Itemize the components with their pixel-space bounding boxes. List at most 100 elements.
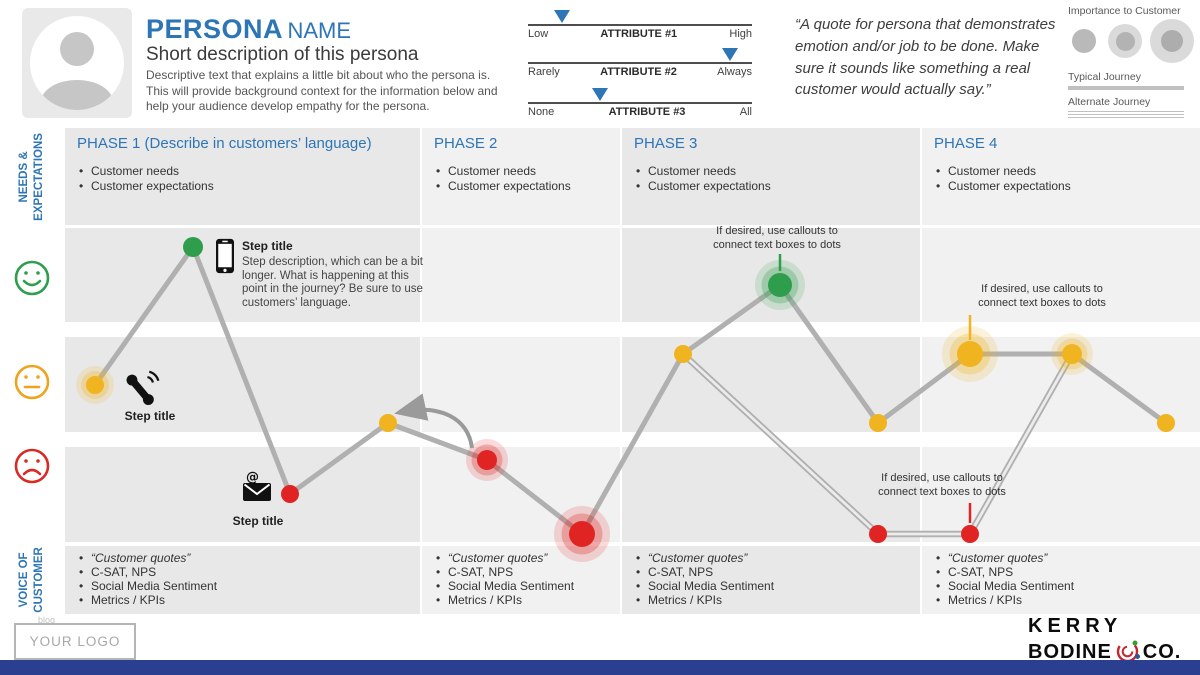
voice-bullet: • C-SAT, NPS <box>436 565 514 579</box>
step-title-mobile: Step title <box>242 239 293 253</box>
step-title-email: Step title <box>232 514 284 528</box>
legend: Importance to Customer Typical Journey A… <box>1068 5 1194 120</box>
needs-bullet: • Customer expectations <box>79 179 214 193</box>
needs-bullet: • Customer needs <box>936 164 1037 178</box>
voice-bullet: • C-SAT, NPS <box>79 565 157 579</box>
attribute-slider-1: Low ATTRIBUTE #1 High <box>528 8 752 48</box>
avatar-silhouette-icon <box>30 16 124 110</box>
phase-3-needs-cell: PHASE 3 • Customer needs • Customer expect… <box>622 128 920 225</box>
attribute-name: ATTRIBUTE #1 <box>600 28 678 40</box>
attribute-name: ATTRIBUTE #2 <box>600 66 677 78</box>
phase-3-title: PHASE 3 <box>634 135 698 152</box>
voice-bullet: • “Customer quotes” <box>636 551 748 565</box>
needs-bullet: • Customer expectations <box>936 179 1071 193</box>
slider-marker-icon[interactable] <box>553 10 570 23</box>
attribute-sliders: Low ATTRIBUTE #1 High Rarely ATTRIBUTE #… <box>528 0 752 126</box>
neutral-face-icon <box>14 364 50 400</box>
slider-marker-icon[interactable] <box>591 88 608 101</box>
phase-4-needs-cell: PHASE 4 • Customer needs • Customer expect… <box>922 128 1200 225</box>
step-annotation-mobile: Step title Step description, which can b… <box>242 239 424 310</box>
persona-title: PERSONA NAME <box>146 14 351 45</box>
voice-bullet: • “Customer quotes” <box>436 551 548 565</box>
alternate-journey-line-icon <box>1068 110 1184 119</box>
your-logo-placeholder: YOUR LOGO <box>14 623 136 660</box>
svg-text:@: @ <box>246 470 259 485</box>
voice-bullet: • Social Media Sentiment <box>436 579 575 593</box>
brand-word-co: CO. <box>1142 640 1182 663</box>
needs-bullet: • Customer needs <box>636 164 737 178</box>
slider-track <box>528 102 752 104</box>
legend-importance-label: Importance to Customer <box>1068 5 1181 17</box>
needs-bullet: • Customer needs <box>79 164 180 178</box>
smartphone-icon <box>216 238 234 274</box>
importance-dot-medium-icon <box>1108 24 1142 58</box>
sad-face-icon <box>14 448 50 484</box>
phase-2-voice-cell: • “Customer quotes” • C-SAT, NPS • Social M… <box>422 546 620 614</box>
brand-word-kerry: KERRY <box>1028 615 1123 637</box>
slider-left-label: None <box>528 106 555 118</box>
phone-call-icon <box>126 370 160 406</box>
persona-title-text: PERSONA <box>146 14 284 44</box>
voice-of-customer-row: • “Customer quotes” • C-SAT, NPS • Social M… <box>65 546 1200 614</box>
kerry-bodine-logo: KERRY BODINE CO. <box>1028 616 1181 665</box>
persona-description: Descriptive text that explains a little … <box>146 68 498 114</box>
callout-red-dot: If desired, use callouts to connect text… <box>878 472 1006 498</box>
phase-1-needs-cell: PHASE 1 (Describe in customers’ language… <box>65 128 420 225</box>
phase-4-voice-cell: • “Customer quotes” • C-SAT, NPS • Social M… <box>922 546 1200 614</box>
voice-bullet: • Metrics / KPIs <box>636 593 723 607</box>
attribute-slider-3: None ATTRIBUTE #3 All <box>528 86 752 126</box>
email-icon: @ <box>243 470 271 501</box>
slider-right-label: High <box>729 28 752 40</box>
persona-quote: “A quote for persona that demonstrates e… <box>795 16 1056 99</box>
phase-1-voice-cell: • “Customer quotes” • C-SAT, NPS • Social M… <box>65 546 420 614</box>
brand-ampersand-icon <box>1116 640 1140 663</box>
legend-typical-label: Typical Journey <box>1068 71 1141 83</box>
phase-2-title: PHASE 2 <box>434 135 498 152</box>
brand-word-bodine: BODINE <box>1028 640 1112 663</box>
step-description: Step description, which can be a bit lon… <box>242 256 423 309</box>
voice-bullet: • Social Media Sentiment <box>636 579 775 593</box>
slider-right-label: Always <box>717 66 752 78</box>
legend-alternate-label: Alternate Journey <box>1068 95 1151 108</box>
slider-right-label: All <box>739 106 752 118</box>
attribute-name: ATTRIBUTE #3 <box>608 106 686 118</box>
redirect-arrow-icon <box>394 393 474 449</box>
voice-bullet: • Metrics / KPIs <box>79 593 166 607</box>
voice-bullet: • C-SAT, NPS <box>936 565 1014 579</box>
happy-band-row <box>65 228 1200 322</box>
phase-3-voice-cell: • “Customer quotes” • C-SAT, NPS • Social M… <box>622 546 920 614</box>
slider-marker-icon[interactable] <box>721 48 738 61</box>
persona-avatar <box>22 8 132 118</box>
attribute-slider-2: Rarely ATTRIBUTE #2 Always <box>528 46 752 86</box>
happy-face-icon <box>14 260 50 296</box>
phase-1-title: PHASE 1 (Describe in customers’ language… <box>77 135 372 152</box>
slider-track <box>528 62 752 64</box>
needs-bullet: • Customer needs <box>436 164 537 178</box>
persona-short-description: Short description of this persona <box>146 44 419 65</box>
needs-bullet: • Customer expectations <box>436 179 571 193</box>
bottom-accent-bar <box>0 660 1200 675</box>
importance-dot-small-icon <box>1072 29 1096 53</box>
voice-bullet: • C-SAT, NPS <box>636 565 714 579</box>
voice-bullet: • “Customer quotes” <box>936 551 1048 565</box>
needs-expectations-row: PHASE 1 (Describe in customers’ language… <box>65 128 1200 225</box>
callout-yellow-dot: If desired, use callouts to connect text… <box>978 283 1106 309</box>
voice-bullet: • Social Media Sentiment <box>79 579 218 593</box>
voice-bullet: • Metrics / KPIs <box>436 593 523 607</box>
callout-green-dot: If desired, use callouts to connect text… <box>713 225 841 251</box>
voice-bullet: • Metrics / KPIs <box>936 593 1023 607</box>
importance-dot-large-icon <box>1150 19 1194 63</box>
phase-2-needs-cell: PHASE 2 • Customer needs • Customer expect… <box>422 128 620 225</box>
needs-bullet: • Customer expectations <box>636 179 771 193</box>
slider-left-label: Rarely <box>528 66 560 78</box>
step-title-phone: Step title <box>124 409 176 423</box>
voice-bullet: • “Customer quotes” <box>79 551 191 565</box>
phase-4-title: PHASE 4 <box>934 135 998 152</box>
slider-left-label: Low <box>528 28 549 40</box>
slider-track <box>528 24 752 26</box>
typical-journey-line-icon <box>1068 86 1184 90</box>
persona-name-text: NAME <box>287 18 352 43</box>
voice-bullet: • Social Media Sentiment <box>936 579 1075 593</box>
